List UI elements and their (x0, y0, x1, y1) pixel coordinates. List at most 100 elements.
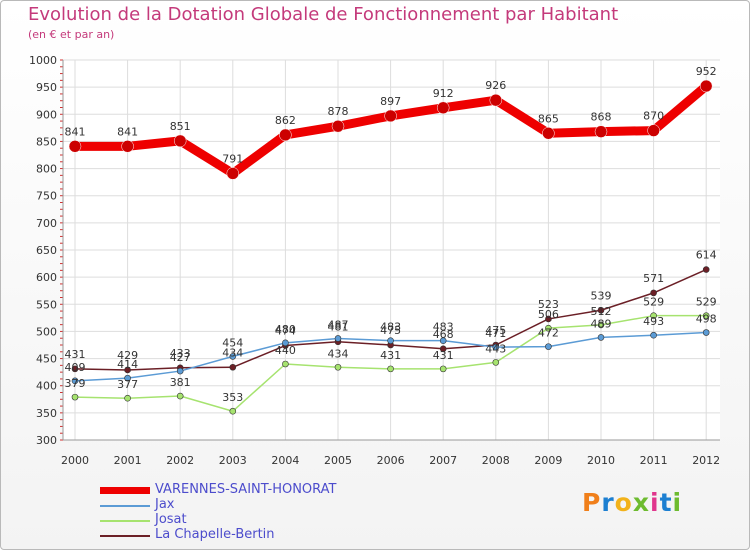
data-label: 539 (591, 289, 612, 302)
y-tick-label: 1000 (29, 54, 57, 67)
data-point (387, 365, 394, 373)
legend-swatch-josat (100, 520, 150, 522)
y-tick-label: 900 (36, 108, 57, 121)
data-label: 952 (696, 65, 717, 78)
data-label: 443 (485, 342, 506, 355)
data-label: 472 (538, 327, 559, 340)
data-label: 381 (170, 376, 191, 389)
data-point (439, 337, 447, 344)
data-point (279, 128, 292, 142)
data-label: 841 (65, 125, 86, 138)
data-point (650, 312, 657, 319)
proxiti-logo: Proxiti (582, 488, 682, 517)
data-label: 523 (538, 298, 559, 311)
data-point (68, 140, 82, 153)
data-label: 431 (380, 349, 401, 362)
data-label: 868 (591, 111, 612, 124)
data-label: 498 (696, 313, 717, 326)
logo-letter: r (601, 488, 615, 517)
data-label: 474 (275, 325, 296, 338)
data-point (699, 79, 713, 93)
data-label: 487 (328, 318, 349, 331)
data-label: 878 (328, 105, 349, 118)
x-tick-label: 2003 (219, 454, 247, 467)
data-point (176, 392, 184, 400)
data-point (597, 306, 605, 314)
data-label: 841 (117, 125, 138, 138)
data-point (71, 393, 79, 401)
data-label: 493 (643, 315, 664, 328)
data-label: 353 (222, 391, 243, 404)
legend-swatch-la-chapelle-bertin (100, 535, 150, 537)
data-label: 926 (485, 79, 506, 92)
data-label: 409 (65, 361, 86, 374)
data-point (702, 312, 710, 319)
y-tick-label: 400 (36, 380, 57, 393)
legend-swatch-varennes (100, 487, 150, 494)
legend-label-varennes: VARENNES-SAINT-HONORAT (155, 482, 337, 497)
data-label: 529 (643, 296, 664, 309)
logo-letter: t (659, 488, 673, 517)
data-label: 791 (222, 152, 243, 165)
x-tick-label: 2004 (271, 454, 299, 467)
data-label: 506 (538, 308, 559, 321)
data-label: 379 (65, 377, 86, 390)
data-point (436, 101, 450, 115)
data-label: 434 (328, 347, 349, 360)
data-point (384, 109, 397, 123)
data-label: 454 (222, 336, 243, 349)
data-label: 851 (170, 120, 191, 133)
data-label: 471 (485, 327, 506, 340)
data-point (542, 127, 555, 140)
data-label: 897 (380, 95, 401, 108)
data-point (492, 343, 500, 351)
data-point (173, 134, 187, 148)
data-label: 870 (643, 110, 664, 123)
data-label: 862 (275, 114, 296, 127)
data-point (439, 345, 447, 353)
data-label: 475 (485, 324, 506, 337)
legend-label-la-chapelle-bertin: La Chapelle-Bertin (155, 527, 275, 542)
legend-label-josat: Josat (155, 512, 187, 527)
data-label: 614 (696, 249, 717, 262)
logo-letter: x (632, 488, 650, 517)
data-point (334, 335, 342, 342)
y-tick-label: 450 (36, 353, 57, 366)
data-label: 483 (433, 321, 454, 334)
y-tick-label: 650 (36, 244, 57, 257)
data-label: 912 (433, 87, 454, 100)
data-point (124, 374, 131, 382)
data-point (545, 343, 552, 350)
data-label: 865 (538, 112, 559, 125)
y-tick-label: 600 (36, 271, 57, 284)
data-point (71, 365, 79, 373)
data-point (121, 140, 134, 153)
data-point (647, 124, 660, 137)
data-label: 429 (117, 349, 138, 362)
data-label: 440 (275, 344, 296, 357)
data-label: 468 (433, 328, 454, 341)
x-tick-label: 2001 (114, 454, 142, 467)
x-tick-label: 2005 (324, 454, 352, 467)
y-tick-label: 850 (36, 135, 57, 148)
data-label: 431 (433, 349, 454, 362)
x-tick-label: 2011 (640, 454, 668, 467)
data-point (594, 125, 608, 138)
y-tick-label: 800 (36, 163, 57, 176)
logo-letter: i (672, 488, 683, 517)
data-point (282, 360, 289, 368)
data-label: 489 (591, 317, 612, 330)
chart-title: Evolution de la Dotation Globale de Fonc… (28, 4, 619, 25)
data-point (545, 315, 552, 323)
data-point (650, 289, 657, 297)
y-tick-label: 550 (36, 298, 57, 311)
data-label: 427 (170, 351, 191, 364)
data-point (282, 339, 289, 347)
x-tick-label: 2010 (587, 454, 615, 467)
x-tick-label: 2002 (166, 454, 194, 467)
data-label: 475 (380, 324, 401, 337)
data-point (387, 337, 394, 344)
y-tick-label: 500 (36, 325, 57, 338)
data-point (439, 365, 447, 373)
logo-letter: P (582, 488, 602, 517)
